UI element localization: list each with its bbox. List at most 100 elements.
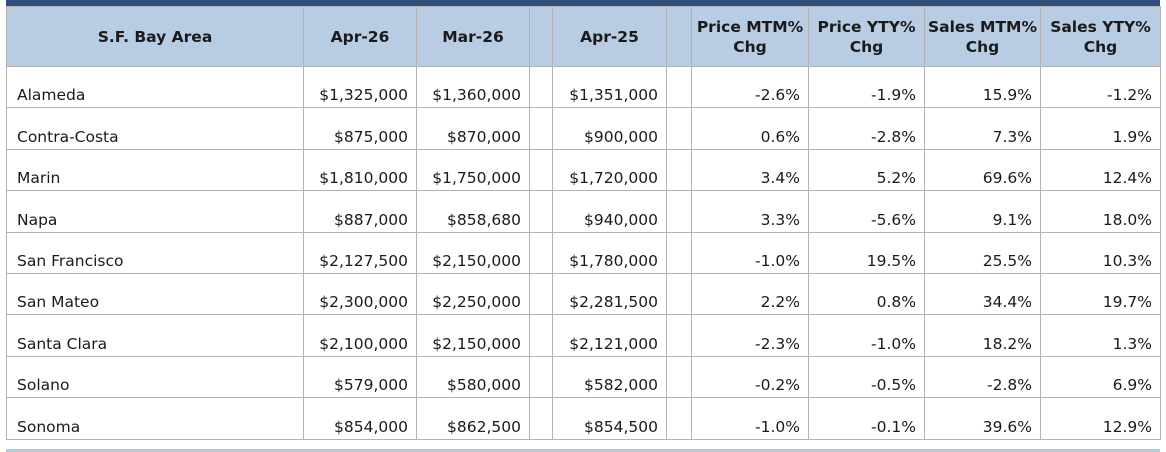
- cell-sales-yty: 1.9%: [1040, 107, 1161, 150]
- bottom-border-bar: [6, 449, 1160, 452]
- header-apr26: Apr-26: [303, 6, 417, 67]
- cell-price-mtm: 3.3%: [691, 190, 809, 233]
- cell-sales-yty: 1.3%: [1040, 314, 1161, 357]
- cell-mar26: $870,000: [416, 107, 530, 150]
- cell-area: Santa Clara: [6, 314, 304, 357]
- cell-price-mtm: -1.0%: [691, 397, 809, 440]
- table-row: Solano $579,000 $580,000 $582,000 -0.2% -0.5%…: [6, 355, 1161, 399]
- cell-price-mtm: -2.3%: [691, 314, 809, 357]
- cell-apr26: $2,127,500: [303, 231, 417, 274]
- cell-spacer: [529, 355, 553, 399]
- cell-spacer: [529, 397, 553, 440]
- cell-apr25: $1,780,000: [552, 231, 667, 274]
- cell-apr25: $900,000: [552, 107, 667, 150]
- cell-sales-yty: 18.0%: [1040, 190, 1161, 233]
- cell-spacer: [666, 272, 692, 316]
- cell-price-yty: -0.5%: [808, 355, 925, 399]
- cell-spacer: [666, 314, 692, 357]
- cell-sales-mtm: 25.5%: [924, 231, 1041, 274]
- header-sales-yty: Sales YTY% Chg: [1040, 6, 1161, 67]
- cell-apr26: $1,325,000: [303, 65, 417, 109]
- cell-apr25: $2,121,000: [552, 314, 667, 357]
- cell-price-yty: 5.2%: [808, 148, 925, 192]
- cell-mar26: $1,360,000: [416, 65, 530, 109]
- cell-price-mtm: -1.0%: [691, 231, 809, 274]
- cell-price-yty: -1.0%: [808, 314, 925, 357]
- bay-area-home-price-table: S.F. Bay Area Apr-26 Mar-26 Apr-25 Price…: [6, 6, 1161, 440]
- cell-sales-yty: 10.3%: [1040, 231, 1161, 274]
- cell-mar26: $580,000: [416, 355, 530, 399]
- cell-price-yty: -0.1%: [808, 397, 925, 440]
- cell-mar26: $2,150,000: [416, 231, 530, 274]
- cell-area: San Francisco: [6, 231, 304, 274]
- cell-apr25: $1,720,000: [552, 148, 667, 192]
- cell-area: San Mateo: [6, 272, 304, 316]
- cell-price-mtm: -2.6%: [691, 65, 809, 109]
- cell-spacer: [529, 314, 553, 357]
- header-spacer: [666, 6, 692, 67]
- cell-sales-mtm: 39.6%: [924, 397, 1041, 440]
- cell-spacer: [529, 107, 553, 150]
- header-mar26: Mar-26: [416, 6, 530, 67]
- cell-apr26: $2,300,000: [303, 272, 417, 316]
- cell-apr26: $875,000: [303, 107, 417, 150]
- cell-sales-mtm: -2.8%: [924, 355, 1041, 399]
- table-row: Contra-Costa $875,000 $870,000 $900,000 0.6%…: [6, 107, 1161, 150]
- cell-apr25: $1,351,000: [552, 65, 667, 109]
- table-row: Marin $1,810,000 $1,750,000 $1,720,000 3.4% 5…: [6, 148, 1161, 192]
- cell-area: Napa: [6, 190, 304, 233]
- cell-apr25: $854,500: [552, 397, 667, 440]
- cell-apr25: $582,000: [552, 355, 667, 399]
- table-row: San Mateo $2,300,000 $2,250,000 $2,281,500 2…: [6, 272, 1161, 316]
- cell-sales-mtm: 7.3%: [924, 107, 1041, 150]
- table-body: Alameda $1,325,000 $1,360,000 $1,351,000 -2.…: [6, 65, 1161, 440]
- cell-apr26: $1,810,000: [303, 148, 417, 192]
- cell-mar26: $1,750,000: [416, 148, 530, 192]
- cell-area: Alameda: [6, 65, 304, 109]
- table-row: Alameda $1,325,000 $1,360,000 $1,351,000 -2.…: [6, 65, 1161, 109]
- cell-spacer: [666, 355, 692, 399]
- cell-spacer: [666, 148, 692, 192]
- cell-sales-mtm: 18.2%: [924, 314, 1041, 357]
- cell-price-mtm: 2.2%: [691, 272, 809, 316]
- cell-price-yty: -2.8%: [808, 107, 925, 150]
- header-spacer: [529, 6, 553, 67]
- cell-price-mtm: -0.2%: [691, 355, 809, 399]
- cell-spacer: [666, 397, 692, 440]
- header-price-mtm: Price MTM% Chg: [691, 6, 809, 67]
- cell-apr25: $2,281,500: [552, 272, 667, 316]
- cell-sales-yty: -1.2%: [1040, 65, 1161, 109]
- cell-sales-mtm: 69.6%: [924, 148, 1041, 192]
- cell-spacer: [529, 272, 553, 316]
- cell-price-mtm: 0.6%: [691, 107, 809, 150]
- cell-sales-mtm: 15.9%: [924, 65, 1041, 109]
- top-border-bar: [6, 0, 1160, 6]
- table-row: San Francisco $2,127,500 $2,150,000 $1,780,…: [6, 231, 1161, 274]
- cell-price-yty: -5.6%: [808, 190, 925, 233]
- cell-area: Solano: [6, 355, 304, 399]
- header-price-yty: Price YTY% Chg: [808, 6, 925, 67]
- table-row: Sonoma $854,000 $862,500 $854,500 -1.0% -0.1%…: [6, 397, 1161, 440]
- table-row: Napa $887,000 $858,680 $940,000 3.3% -5.6% 9.1…: [6, 190, 1161, 233]
- table-row: Santa Clara $2,100,000 $2,150,000 $2,121,00…: [6, 314, 1161, 357]
- cell-mar26: $2,250,000: [416, 272, 530, 316]
- cell-spacer: [529, 190, 553, 233]
- cell-area: Contra-Costa: [6, 107, 304, 150]
- cell-apr26: $854,000: [303, 397, 417, 440]
- cell-sales-yty: 6.9%: [1040, 355, 1161, 399]
- cell-price-mtm: 3.4%: [691, 148, 809, 192]
- cell-apr26: $2,100,000: [303, 314, 417, 357]
- header-area: S.F. Bay Area: [6, 6, 304, 67]
- cell-spacer: [529, 65, 553, 109]
- cell-mar26: $862,500: [416, 397, 530, 440]
- cell-sales-yty: 12.9%: [1040, 397, 1161, 440]
- cell-mar26: $858,680: [416, 190, 530, 233]
- cell-apr26: $579,000: [303, 355, 417, 399]
- cell-price-yty: 19.5%: [808, 231, 925, 274]
- cell-sales-yty: 12.4%: [1040, 148, 1161, 192]
- cell-spacer: [529, 148, 553, 192]
- cell-apr25: $940,000: [552, 190, 667, 233]
- cell-sales-mtm: 9.1%: [924, 190, 1041, 233]
- cell-price-yty: -1.9%: [808, 65, 925, 109]
- cell-spacer: [666, 231, 692, 274]
